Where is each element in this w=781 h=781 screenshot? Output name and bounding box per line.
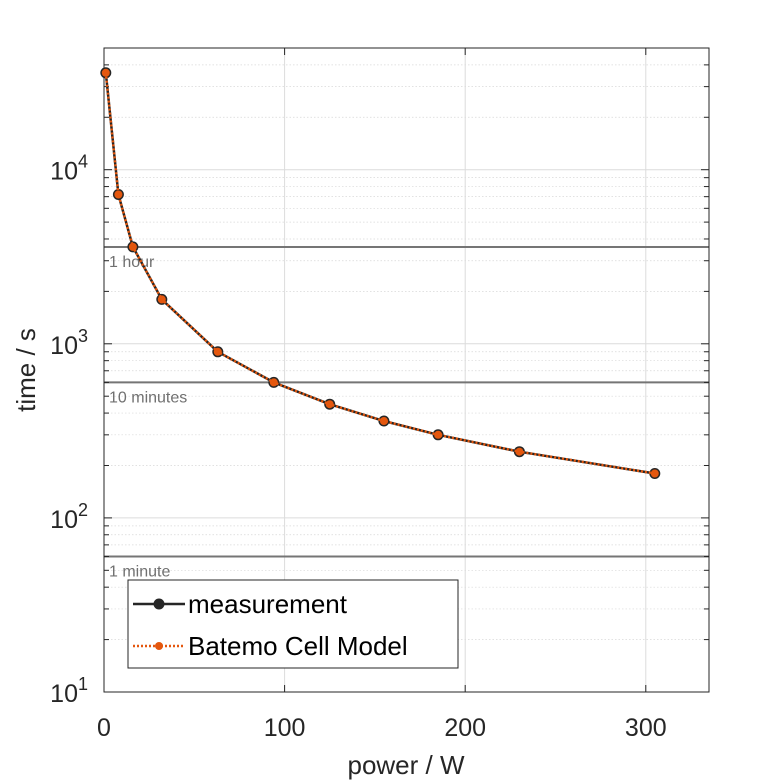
- legend-marker-measurement: [153, 598, 165, 610]
- y-tick-label: 101: [50, 674, 88, 708]
- x-tick-label: 300: [625, 714, 667, 742]
- x-tick-label: 0: [97, 714, 111, 742]
- series: [100, 67, 661, 479]
- data-point-1: [269, 378, 278, 387]
- data-point-1: [515, 447, 524, 456]
- data-point-1: [325, 400, 334, 409]
- legend-marker-batemo: [155, 642, 163, 650]
- tick-labels: 101 102 103 104 0 100 200 300: [50, 152, 666, 742]
- axis-ticks: [103, 47, 709, 693]
- x-tick-label: 100: [264, 714, 306, 742]
- y-tick-label: 103: [50, 326, 88, 360]
- legend: measurement Batemo Cell Model: [127, 579, 459, 669]
- y-tick-label: 104: [50, 152, 88, 186]
- data-point-1: [379, 417, 388, 425]
- data-point-1: [434, 430, 443, 439]
- legend-label-batemo: Batemo Cell Model: [188, 631, 408, 661]
- reference-line-label: 1 hour: [109, 254, 155, 271]
- legend-box: [127, 579, 459, 669]
- x-axis-label: power / W: [347, 750, 464, 780]
- reference-lines: 1 hour 10 minutes 1 minute: [104, 245, 709, 581]
- data-point-1: [157, 295, 166, 304]
- reference-line-label: 10 minutes: [109, 389, 187, 406]
- x-tick-label: 200: [444, 714, 486, 742]
- y-tick-label: 102: [50, 500, 88, 534]
- data-point-1: [114, 190, 123, 199]
- y-axis-label: time / s: [11, 328, 41, 412]
- reference-line-label: 1 minute: [109, 564, 170, 581]
- data-point-1: [650, 469, 659, 478]
- plot-frame: [103, 47, 710, 693]
- data-point-1: [213, 347, 222, 356]
- data-point-1: [128, 242, 137, 251]
- data-point-1: [101, 68, 110, 77]
- legend-label-measurement: measurement: [188, 589, 348, 619]
